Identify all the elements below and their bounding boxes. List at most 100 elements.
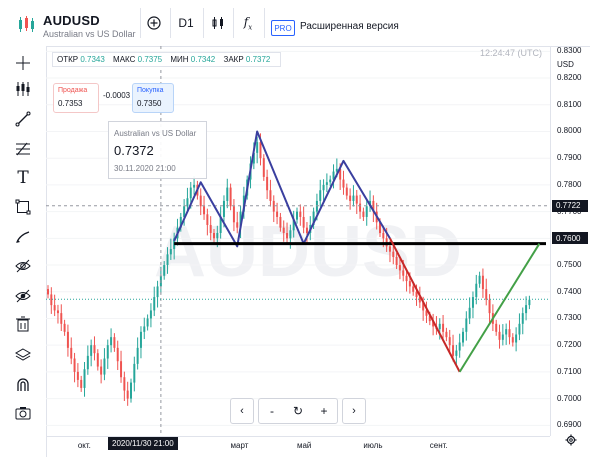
candle-body (319, 190, 322, 201)
magnet-tool[interactable] (8, 372, 38, 398)
candle-body (266, 176, 269, 191)
candle-body (203, 206, 206, 215)
candle-body (209, 224, 212, 233)
candle-body (226, 187, 229, 201)
reset-chart-button[interactable]: ↻ (292, 404, 304, 418)
candle-body (372, 200, 375, 212)
fib-tool[interactable] (8, 136, 38, 162)
candle-body (66, 331, 69, 348)
drawing-toolbar: T (0, 46, 47, 457)
toolbar-divider (264, 8, 265, 38)
candle-body (193, 184, 196, 188)
symbol-name[interactable]: AUDUSD (43, 13, 100, 28)
measure-icon (15, 289, 31, 303)
pro-badge[interactable]: PRO (271, 20, 295, 36)
indicators-tool[interactable] (8, 76, 38, 102)
candle-body (322, 184, 325, 191)
candle-body (498, 331, 501, 340)
candle-body (179, 216, 182, 228)
candle-body (299, 211, 302, 217)
price-tick-label: 0.7400 (557, 286, 582, 296)
candle-body (183, 206, 186, 217)
candle-body (60, 313, 63, 324)
sell-button[interactable]: Продажа 0.7353 (53, 83, 99, 113)
candle-body (359, 203, 362, 212)
candle-body (262, 158, 265, 177)
crosshair-tool[interactable] (8, 50, 38, 76)
zoom-out-button[interactable]: - (270, 404, 274, 418)
brush-tool[interactable] (8, 224, 38, 250)
last-price-label: 0.7600 (552, 232, 588, 245)
rectangle-tool[interactable] (8, 194, 38, 220)
remove-all-tool[interactable] (8, 312, 38, 338)
candle-body (488, 299, 491, 314)
candle-body (339, 168, 342, 180)
candle-body (286, 232, 289, 239)
candle-body (445, 331, 448, 338)
interval-button[interactable]: D1 (178, 16, 194, 30)
candle-body (432, 321, 435, 327)
candle-body (153, 297, 156, 311)
candle-body (279, 216, 282, 228)
candles-icon (212, 17, 223, 29)
candle-body (236, 222, 239, 228)
candle-body (100, 366, 103, 375)
candle-body (269, 190, 272, 201)
candle-body (199, 195, 202, 207)
candle-body (110, 337, 113, 346)
price-tick-label: 0.7200 (557, 340, 582, 350)
buy-button[interactable]: Покупка 0.7350 (132, 83, 174, 113)
hide-drawings-tool[interactable] (8, 253, 38, 279)
candle-body (485, 289, 488, 300)
price-tick-label: 0.7900 (557, 153, 582, 163)
candle-body (216, 232, 219, 239)
settings-icon[interactable] (565, 434, 577, 446)
candle-body (305, 227, 308, 233)
scroll-left-button[interactable]: ‹ (230, 398, 254, 424)
candle-body (222, 200, 225, 217)
close-label: ЗАКР (223, 55, 244, 64)
screenshot-tool[interactable] (8, 400, 38, 426)
candle-body (73, 358, 76, 372)
price-tick-label: 0.6900 (557, 420, 582, 430)
indicators-button[interactable]: fx (238, 10, 258, 36)
low-value: 0.7342 (190, 55, 216, 64)
measure-tool[interactable] (8, 283, 38, 309)
candle-body (345, 187, 348, 196)
candle-body (402, 270, 405, 276)
text-tool[interactable]: T (8, 165, 38, 191)
time-axis[interactable]: окт. март май июль сент. (46, 436, 550, 458)
layers-tool[interactable] (8, 342, 38, 368)
candle-body (382, 232, 385, 239)
candle-body (76, 371, 79, 380)
candle-body (90, 345, 93, 356)
price-chart[interactable]: AUDUSD (46, 46, 550, 436)
candle-body (133, 363, 136, 383)
zoom-in-button[interactable]: + (320, 404, 328, 418)
crosshair-price-label: 0.7722 (552, 199, 588, 212)
price-axis[interactable]: 0.8300 0.8200 0.8100 0.8000 0.7900 0.7800 0.77… (550, 46, 590, 436)
candle-body (418, 297, 421, 303)
extended-version-link[interactable]: Расширенная версия (300, 21, 399, 32)
candle-body (458, 342, 461, 351)
candle-body (239, 211, 242, 228)
add-symbol-button[interactable] (144, 10, 164, 36)
candle-body (143, 326, 146, 332)
candle-body (471, 297, 474, 308)
add-icon (147, 16, 161, 30)
toolbar-divider (140, 8, 141, 38)
chart-type-button[interactable] (208, 10, 228, 36)
candle-body (412, 286, 415, 292)
toolbar-divider (203, 8, 204, 38)
time-tick-label: сент. (429, 441, 448, 450)
scroll-right-button[interactable]: › (342, 398, 366, 424)
candle-body (56, 310, 59, 314)
trend-line-tool[interactable] (8, 106, 38, 132)
time-tick-label: июль (363, 441, 383, 450)
candle-body (70, 347, 73, 359)
candle-body (329, 179, 332, 183)
toolbar-divider (233, 8, 234, 38)
candle-body (405, 275, 408, 282)
candles-icon[interactable] (17, 15, 35, 33)
chart-canvas[interactable]: AUDUSD (46, 46, 550, 436)
